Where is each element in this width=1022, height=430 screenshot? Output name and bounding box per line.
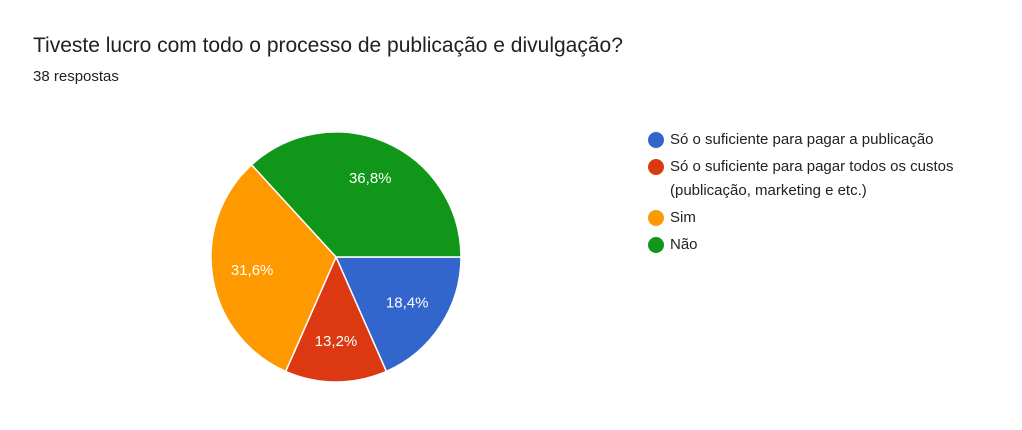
value-label: 13,2% xyxy=(315,333,358,350)
legend-label: Não xyxy=(670,236,698,253)
legend-swatch xyxy=(648,132,664,148)
chart-title: Tiveste lucro com todo o processo de pub… xyxy=(33,34,623,57)
legend-swatch xyxy=(648,210,664,226)
pie-slice xyxy=(250,131,462,258)
legend-item: Só o suficiente para pagar a publicação xyxy=(648,128,978,152)
value-label: 18,4% xyxy=(386,294,429,311)
legend: Só o suficiente para pagar a publicação S… xyxy=(648,128,978,260)
pie-slice xyxy=(334,256,462,373)
legend-swatch xyxy=(648,237,664,253)
legend-swatch xyxy=(648,159,664,175)
chart-subtitle: 38 respostas xyxy=(33,68,119,85)
pie-slice xyxy=(284,255,388,383)
legend-label: Só o suficiente para pagar a publicação xyxy=(670,131,934,148)
legend-item: Não xyxy=(648,233,978,257)
legend-item: Só o suficiente para pagar todos os cust… xyxy=(648,155,978,203)
pie-slice xyxy=(210,163,337,373)
value-label: 31,6% xyxy=(231,262,274,279)
legend-label: Sim xyxy=(670,209,696,226)
value-label: 36,8% xyxy=(349,170,392,187)
chart: 18,4% 13,2% 31,6% 36,8% xyxy=(210,131,462,383)
legend-item: Sim xyxy=(648,206,978,230)
legend-label: Só o suficiente para pagar todos os cust… xyxy=(670,158,954,199)
